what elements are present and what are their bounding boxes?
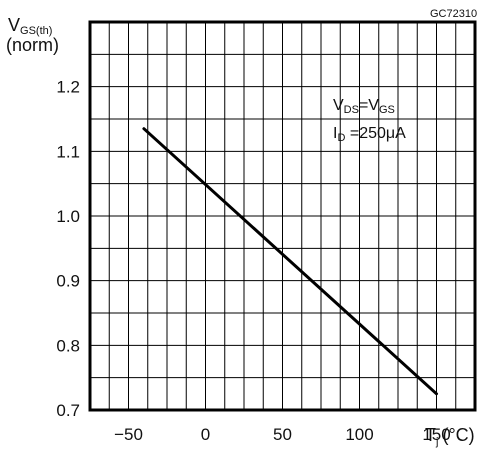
x-tick-label: 150 — [422, 425, 450, 444]
y-tick-label: 0.8 — [56, 336, 80, 355]
y-axis-label-line2: (norm) — [6, 35, 59, 55]
series-line-0 — [142, 127, 438, 396]
y-axis-label: VGS(th) (norm) — [6, 15, 59, 55]
annotation-id: ID =250μA — [333, 125, 406, 144]
y-tick-label: 1.0 — [56, 207, 80, 226]
series-layer — [142, 127, 438, 396]
y-axis-label-symbol: V — [8, 15, 20, 35]
y-tick-label: 0.7 — [56, 401, 80, 420]
annotation-id-subscript: D — [337, 132, 345, 144]
annotation-vds-subscript: DS — [344, 104, 359, 116]
y-tick-label: 0.9 — [56, 272, 80, 291]
grid — [90, 22, 475, 410]
x-tick-label: 0 — [201, 425, 210, 444]
annotation-box: VDS=VGS ID =250μA — [333, 97, 406, 144]
x-tick-label: 50 — [273, 425, 292, 444]
y-tick-label: 1.1 — [56, 142, 80, 161]
annotation-id-value: =250μA — [345, 125, 406, 142]
y-tick-label: 1.2 — [56, 78, 80, 97]
x-axis-label-text: Tj (°C) — [425, 425, 475, 448]
y-axis-label-line1: VGS(th) — [8, 15, 52, 37]
x-tick-label: 100 — [345, 425, 373, 444]
x-axis-label: Tj (°C) — [425, 425, 475, 448]
annotation-equals-v: =V — [359, 97, 379, 114]
figure-code: GC72310 — [430, 8, 477, 20]
x-tick-labels: −50 0 50 100 150 — [114, 425, 451, 444]
x-tick-label: −50 — [114, 425, 143, 444]
x-axis-label-unit: (°C) — [442, 425, 474, 445]
annotation-vgs-subscript: GS — [379, 104, 395, 116]
x-axis-label-symbol: T — [425, 425, 436, 445]
annotation-vds-symbol: V — [333, 97, 344, 114]
y-axis-label-subscript: GS(th) — [20, 25, 52, 37]
annotation-id-symbol: I — [333, 125, 337, 142]
plot-frame — [88, 20, 477, 412]
annotation-vds-vgs: VDS=VGS — [333, 97, 395, 116]
y-tick-labels: 0.7 0.8 0.9 1.0 1.1 1.2 — [56, 78, 80, 420]
x-axis-label-subscript: j — [435, 436, 438, 448]
